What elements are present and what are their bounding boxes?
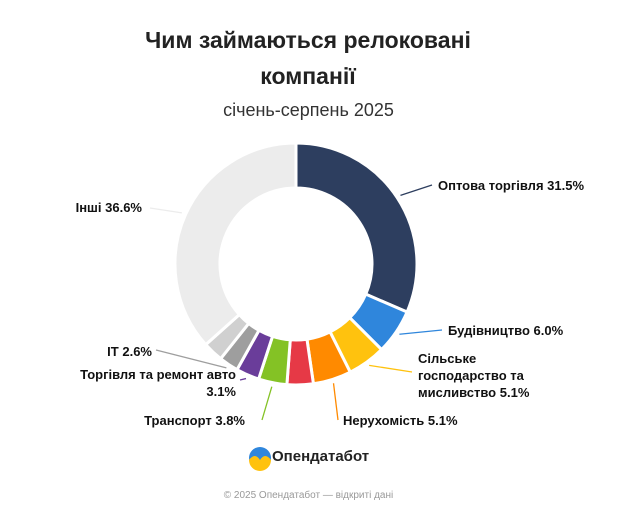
- category-name: Інші: [75, 200, 102, 215]
- value-label: 3.1%: [206, 384, 236, 399]
- leader-line: [261, 386, 273, 421]
- segment-label: Нерухомість 5.1%: [343, 412, 503, 429]
- category-name: Будівництво: [448, 323, 530, 338]
- donut-segment: [294, 141, 419, 315]
- leader-line: [400, 184, 433, 196]
- leader-line: [332, 383, 339, 421]
- leader-line: [239, 377, 247, 381]
- footer: © 2025 Опендатабот — відкриті дані: [223, 490, 394, 501]
- segment-label: Транспорт 3.8%: [105, 412, 245, 429]
- category-name: Нерухомість: [343, 413, 425, 428]
- chart-title: Чим займаються релоковані компанії: [145, 27, 471, 89]
- logo-text: Опендатабот: [272, 448, 370, 465]
- segment-label: IT 2.6%: [72, 343, 152, 360]
- logo-icon: [249, 447, 271, 471]
- category-name: Оптова торгівля: [438, 178, 544, 193]
- value-label: 36.6%: [105, 200, 142, 215]
- segment-label: Сільське господарство та мисливство 5.1%: [418, 350, 553, 401]
- segment-label: Будівництво 6.0%: [448, 322, 608, 339]
- category-name: Сільське господарство та мисливство: [418, 351, 524, 400]
- segment-label: Інші 36.6%: [22, 199, 142, 216]
- leader-line: [369, 364, 413, 373]
- segment-label: Оптова торгівля 31.5%: [438, 177, 617, 194]
- leader-line: [149, 207, 183, 214]
- chart-subtitle: січень-серпень 2025: [223, 100, 394, 120]
- value-label: 2.6%: [122, 344, 152, 359]
- value-label: 5.1%: [427, 413, 458, 428]
- leader-line: [155, 349, 227, 369]
- value-label: 3.8%: [215, 413, 245, 428]
- category-name: Транспорт: [144, 413, 212, 428]
- category-name: IT: [107, 344, 119, 359]
- segment-label: Торгівля та ремонт авто 3.1%: [56, 366, 236, 400]
- value-label: 5.1%: [499, 385, 530, 400]
- leader-line: [399, 329, 443, 335]
- value-label: 31.5%: [547, 178, 585, 193]
- category-name: Торгівля та ремонт авто: [80, 367, 236, 382]
- value-label: 6.0%: [533, 323, 564, 338]
- donut-segment: [173, 141, 298, 347]
